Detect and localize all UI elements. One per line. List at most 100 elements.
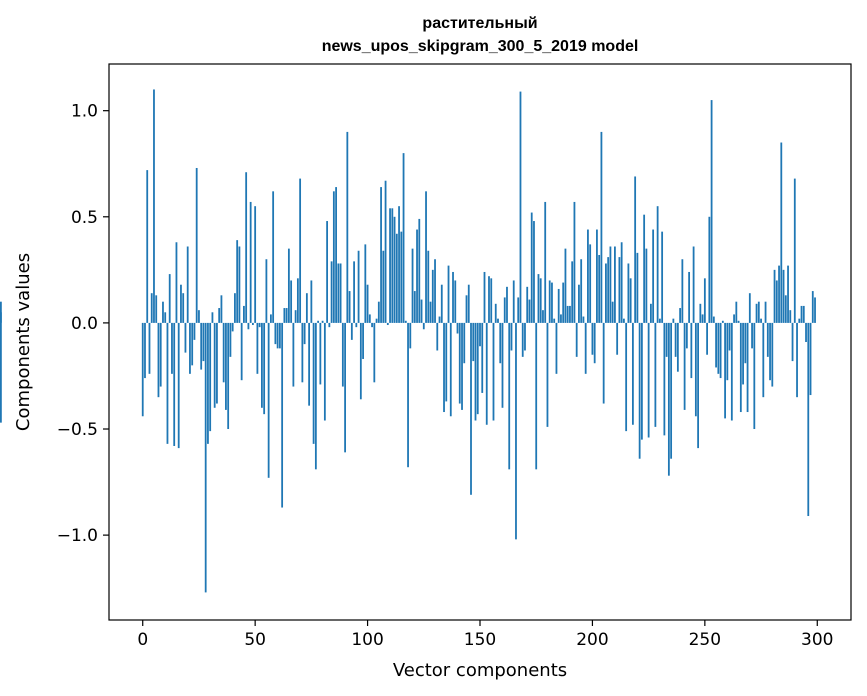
bar-258 (721, 320, 724, 323)
bar-98 (362, 322, 364, 359)
bar-223 (643, 214, 646, 323)
bar-178 (542, 310, 544, 323)
bar-201 (593, 322, 596, 364)
bar-213 (620, 242, 623, 323)
bar-21 (189, 322, 191, 374)
bar-203 (598, 254, 601, 323)
bar-22 (191, 322, 194, 366)
bar-48 (249, 201, 252, 323)
bar-272 (753, 322, 756, 430)
bar-291 (796, 322, 798, 398)
bar-247 (697, 322, 700, 449)
bar-172 (528, 299, 531, 323)
bar-23 (193, 322, 196, 340)
bar-206 (605, 263, 607, 323)
bar-73 (305, 293, 308, 323)
bar-181 (548, 280, 551, 323)
bar-295 (805, 322, 807, 342)
bar-250 (703, 278, 706, 323)
bar-199 (589, 244, 592, 323)
bar-207 (607, 257, 610, 323)
bar-126 (425, 191, 427, 323)
bar-138 (452, 271, 454, 323)
bar-81 (323, 322, 326, 421)
bar-273 (755, 303, 758, 323)
y-tick-label: 1.0 (71, 102, 98, 122)
bar-235 (670, 322, 673, 459)
bar-205 (602, 322, 605, 404)
bar-214 (623, 318, 625, 323)
bar-294 (802, 305, 805, 323)
bar-167 (517, 297, 520, 323)
bar-256 (717, 322, 720, 374)
bar-193 (575, 322, 578, 357)
bar-85 (332, 191, 335, 323)
bar-106 (380, 187, 382, 323)
bar-65 (287, 248, 290, 323)
bar-151 (481, 322, 484, 393)
bar-127 (427, 250, 430, 323)
bar-88 (339, 263, 342, 323)
bar-undefined (0, 322, 2, 423)
bar-212 (618, 257, 621, 323)
x-tick-label: 100 (351, 630, 383, 650)
bar-283 (778, 265, 780, 323)
bar-91 (346, 131, 349, 323)
bar-227 (652, 229, 655, 323)
bar-62 (281, 322, 284, 508)
bar-225 (647, 322, 650, 438)
bar-293 (800, 305, 803, 323)
x-axis-label: Vector components (393, 660, 567, 681)
bar-177 (539, 278, 542, 323)
bar-299 (814, 297, 816, 323)
bar-289 (791, 322, 794, 362)
bar-94 (353, 261, 355, 323)
x-tick-label: 200 (576, 630, 608, 650)
bar-43 (238, 246, 241, 323)
bar-129 (431, 269, 434, 323)
bar-133 (440, 284, 443, 323)
bar-186 (560, 314, 562, 323)
bar-174 (533, 221, 535, 323)
bar-57 (269, 314, 272, 323)
bar-92 (348, 291, 351, 323)
bar-87 (337, 263, 340, 323)
y-tick-label: 0.0 (71, 314, 98, 334)
bar-53 (260, 322, 263, 408)
bar-196 (582, 316, 585, 323)
bar-125 (422, 322, 425, 330)
y-tick-label: −1.0 (57, 526, 98, 546)
bar-218 (631, 322, 634, 425)
bar-29 (207, 322, 209, 444)
chart-title-line2: news_upos_skipgram_300_5_2019 model (322, 38, 639, 55)
bar-46 (245, 172, 248, 323)
bar-20 (186, 246, 189, 323)
bar-290 (793, 178, 796, 323)
x-tick-label: 150 (464, 630, 496, 650)
bar-195 (580, 259, 583, 323)
bar-27 (202, 322, 205, 362)
bar-241 (683, 322, 686, 410)
bar-103 (373, 322, 376, 383)
bar-105 (377, 301, 380, 323)
bar-7 (157, 322, 160, 398)
bar-90 (344, 322, 346, 453)
bar-208 (609, 246, 612, 323)
bar-76 (312, 322, 315, 444)
bar-297 (809, 322, 812, 396)
bar-280 (771, 322, 774, 387)
bar-79 (319, 322, 322, 385)
bar-107 (382, 250, 385, 323)
bar-234 (667, 322, 670, 476)
bar-55 (265, 259, 268, 323)
bar-109 (386, 322, 389, 326)
bar-47 (247, 322, 250, 330)
bar-117 (404, 320, 407, 323)
bar-121 (413, 291, 416, 323)
bar-236 (672, 318, 675, 323)
bar-83 (328, 322, 331, 328)
bar-51 (256, 322, 259, 374)
bar-26 (200, 322, 203, 370)
bar-135 (445, 322, 448, 402)
bar-141 (458, 322, 461, 404)
